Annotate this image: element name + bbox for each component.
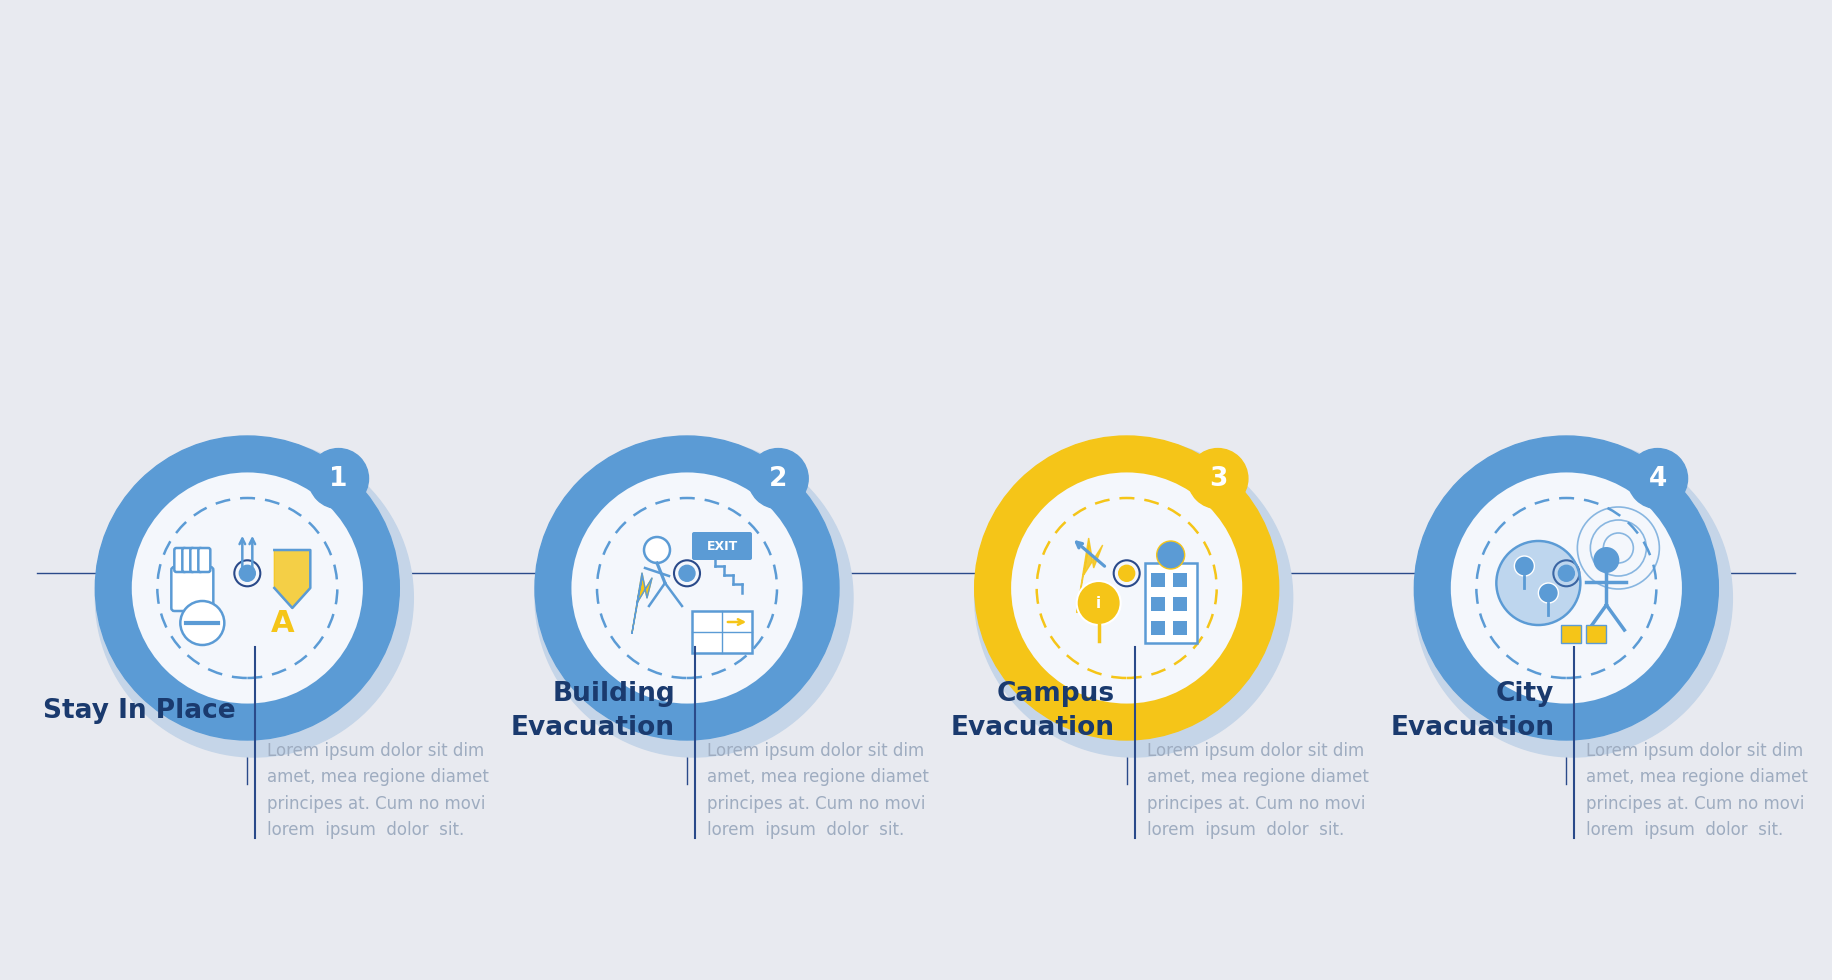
FancyBboxPatch shape <box>692 611 751 653</box>
Text: 2: 2 <box>769 466 788 492</box>
FancyBboxPatch shape <box>183 548 194 572</box>
Circle shape <box>308 449 368 509</box>
Circle shape <box>1449 470 1684 706</box>
Circle shape <box>234 561 260 586</box>
Circle shape <box>1414 436 1718 740</box>
Circle shape <box>1559 565 1574 581</box>
Circle shape <box>975 439 1293 757</box>
Text: Lorem ipsum dolor sit dim
amet, mea regione diamet
principes at. Cum no movi
lor: Lorem ipsum dolor sit dim amet, mea regi… <box>707 742 929 839</box>
Circle shape <box>95 439 414 757</box>
Bar <box>1172 573 1187 587</box>
Polygon shape <box>632 573 652 633</box>
Text: i: i <box>1096 596 1101 611</box>
Circle shape <box>130 470 365 706</box>
Circle shape <box>1515 556 1535 576</box>
Circle shape <box>1187 449 1248 509</box>
Circle shape <box>645 537 671 563</box>
Text: Stay In Place: Stay In Place <box>42 698 234 723</box>
Circle shape <box>680 565 694 581</box>
Circle shape <box>1156 541 1185 569</box>
Text: Lorem ipsum dolor sit dim
amet, mea regione diamet
principes at. Cum no movi
lor: Lorem ipsum dolor sit dim amet, mea regi… <box>267 742 489 839</box>
FancyBboxPatch shape <box>191 548 202 572</box>
Polygon shape <box>1077 538 1103 613</box>
FancyBboxPatch shape <box>692 532 751 560</box>
Circle shape <box>1554 561 1579 586</box>
Circle shape <box>975 436 1279 740</box>
Circle shape <box>1119 565 1134 581</box>
Circle shape <box>1627 449 1687 509</box>
FancyBboxPatch shape <box>172 567 213 611</box>
Circle shape <box>1077 581 1121 625</box>
Text: Building
Evacuation: Building Evacuation <box>511 680 674 741</box>
Text: EXIT: EXIT <box>707 540 738 553</box>
Circle shape <box>535 439 854 757</box>
FancyBboxPatch shape <box>174 548 187 572</box>
Circle shape <box>535 436 839 740</box>
Text: City
Evacuation: City Evacuation <box>1390 680 1554 741</box>
Circle shape <box>1539 583 1559 603</box>
Circle shape <box>180 601 224 645</box>
Bar <box>1150 597 1165 611</box>
Text: Lorem ipsum dolor sit dim
amet, mea regione diamet
principes at. Cum no movi
lor: Lorem ipsum dolor sit dim amet, mea regi… <box>1587 742 1808 839</box>
Circle shape <box>570 470 804 706</box>
FancyBboxPatch shape <box>198 548 211 572</box>
Circle shape <box>747 449 808 509</box>
Text: A: A <box>271 609 295 638</box>
Bar <box>1172 597 1187 611</box>
Text: 1: 1 <box>330 466 348 492</box>
Text: 4: 4 <box>1649 466 1667 492</box>
Circle shape <box>674 561 700 586</box>
Circle shape <box>1114 561 1140 586</box>
Circle shape <box>1414 439 1733 757</box>
Text: Campus
Evacuation: Campus Evacuation <box>951 680 1114 741</box>
Circle shape <box>1497 541 1581 625</box>
Bar <box>1150 573 1165 587</box>
Bar <box>1172 621 1187 635</box>
Circle shape <box>240 565 255 581</box>
Polygon shape <box>275 550 310 608</box>
Bar <box>1145 563 1196 643</box>
Text: Lorem ipsum dolor sit dim
amet, mea regione diamet
principes at. Cum no movi
lor: Lorem ipsum dolor sit dim amet, mea regi… <box>1147 742 1369 839</box>
Circle shape <box>1594 547 1619 573</box>
Circle shape <box>95 436 399 740</box>
Circle shape <box>1009 470 1244 706</box>
Bar <box>1150 621 1165 635</box>
Text: 3: 3 <box>1209 466 1227 492</box>
Bar <box>1587 625 1607 643</box>
Bar <box>1561 625 1581 643</box>
